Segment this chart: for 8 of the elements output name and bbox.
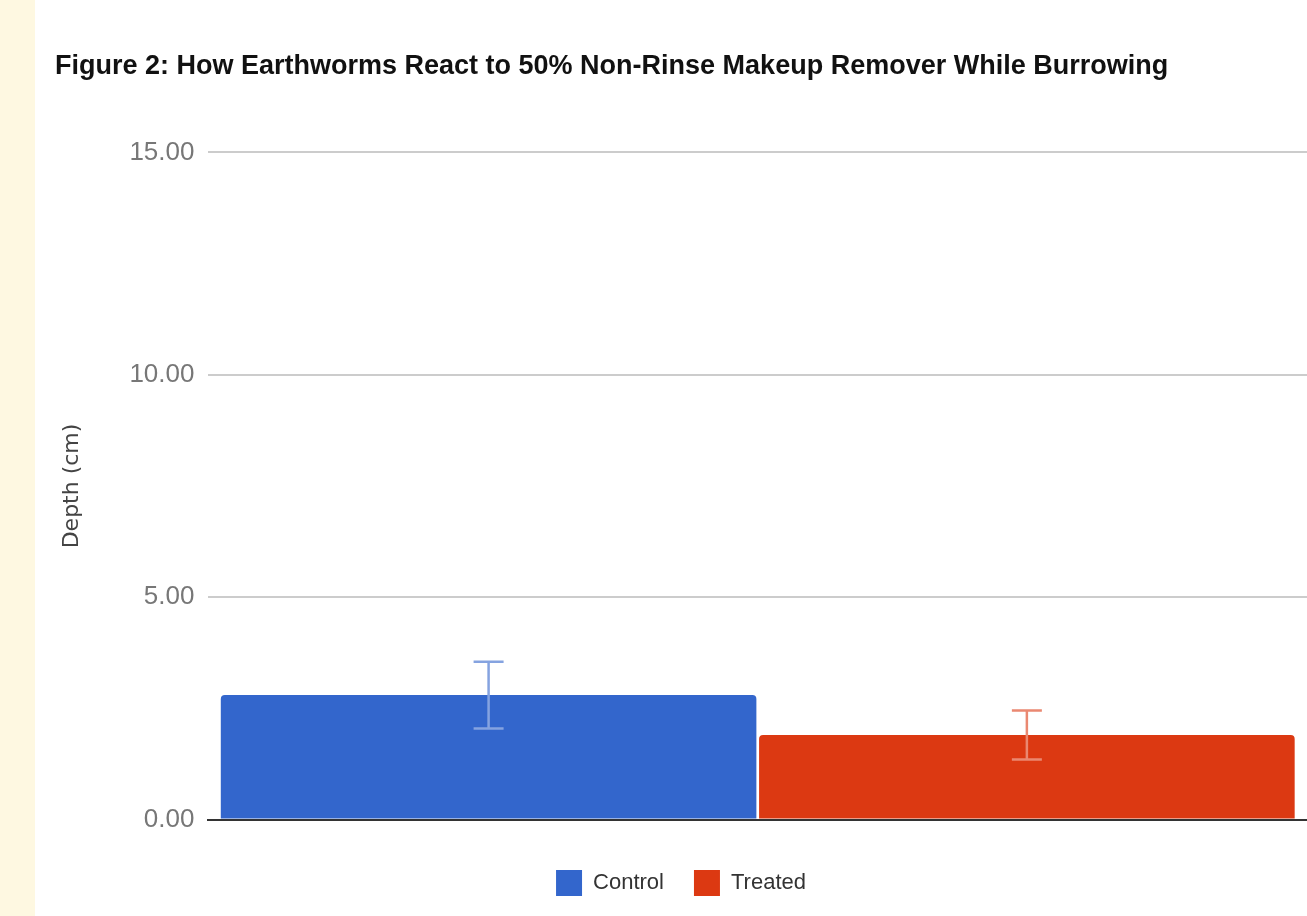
- legend-label: Control: [593, 869, 664, 895]
- chart-title: Figure 2: How Earthworms React to 50% Non-Rinse Makeup Remover While Burrowing: [55, 49, 1169, 80]
- y-tick-label: 15.00: [129, 135, 195, 166]
- legend-label: Treated: [730, 869, 806, 895]
- y-tick-label: 0.00: [143, 802, 195, 833]
- y-tick-label: 10.00: [129, 357, 195, 388]
- y-tick-label: 5.00: [143, 580, 195, 611]
- y-axis-title: Depth (cm): [57, 423, 83, 549]
